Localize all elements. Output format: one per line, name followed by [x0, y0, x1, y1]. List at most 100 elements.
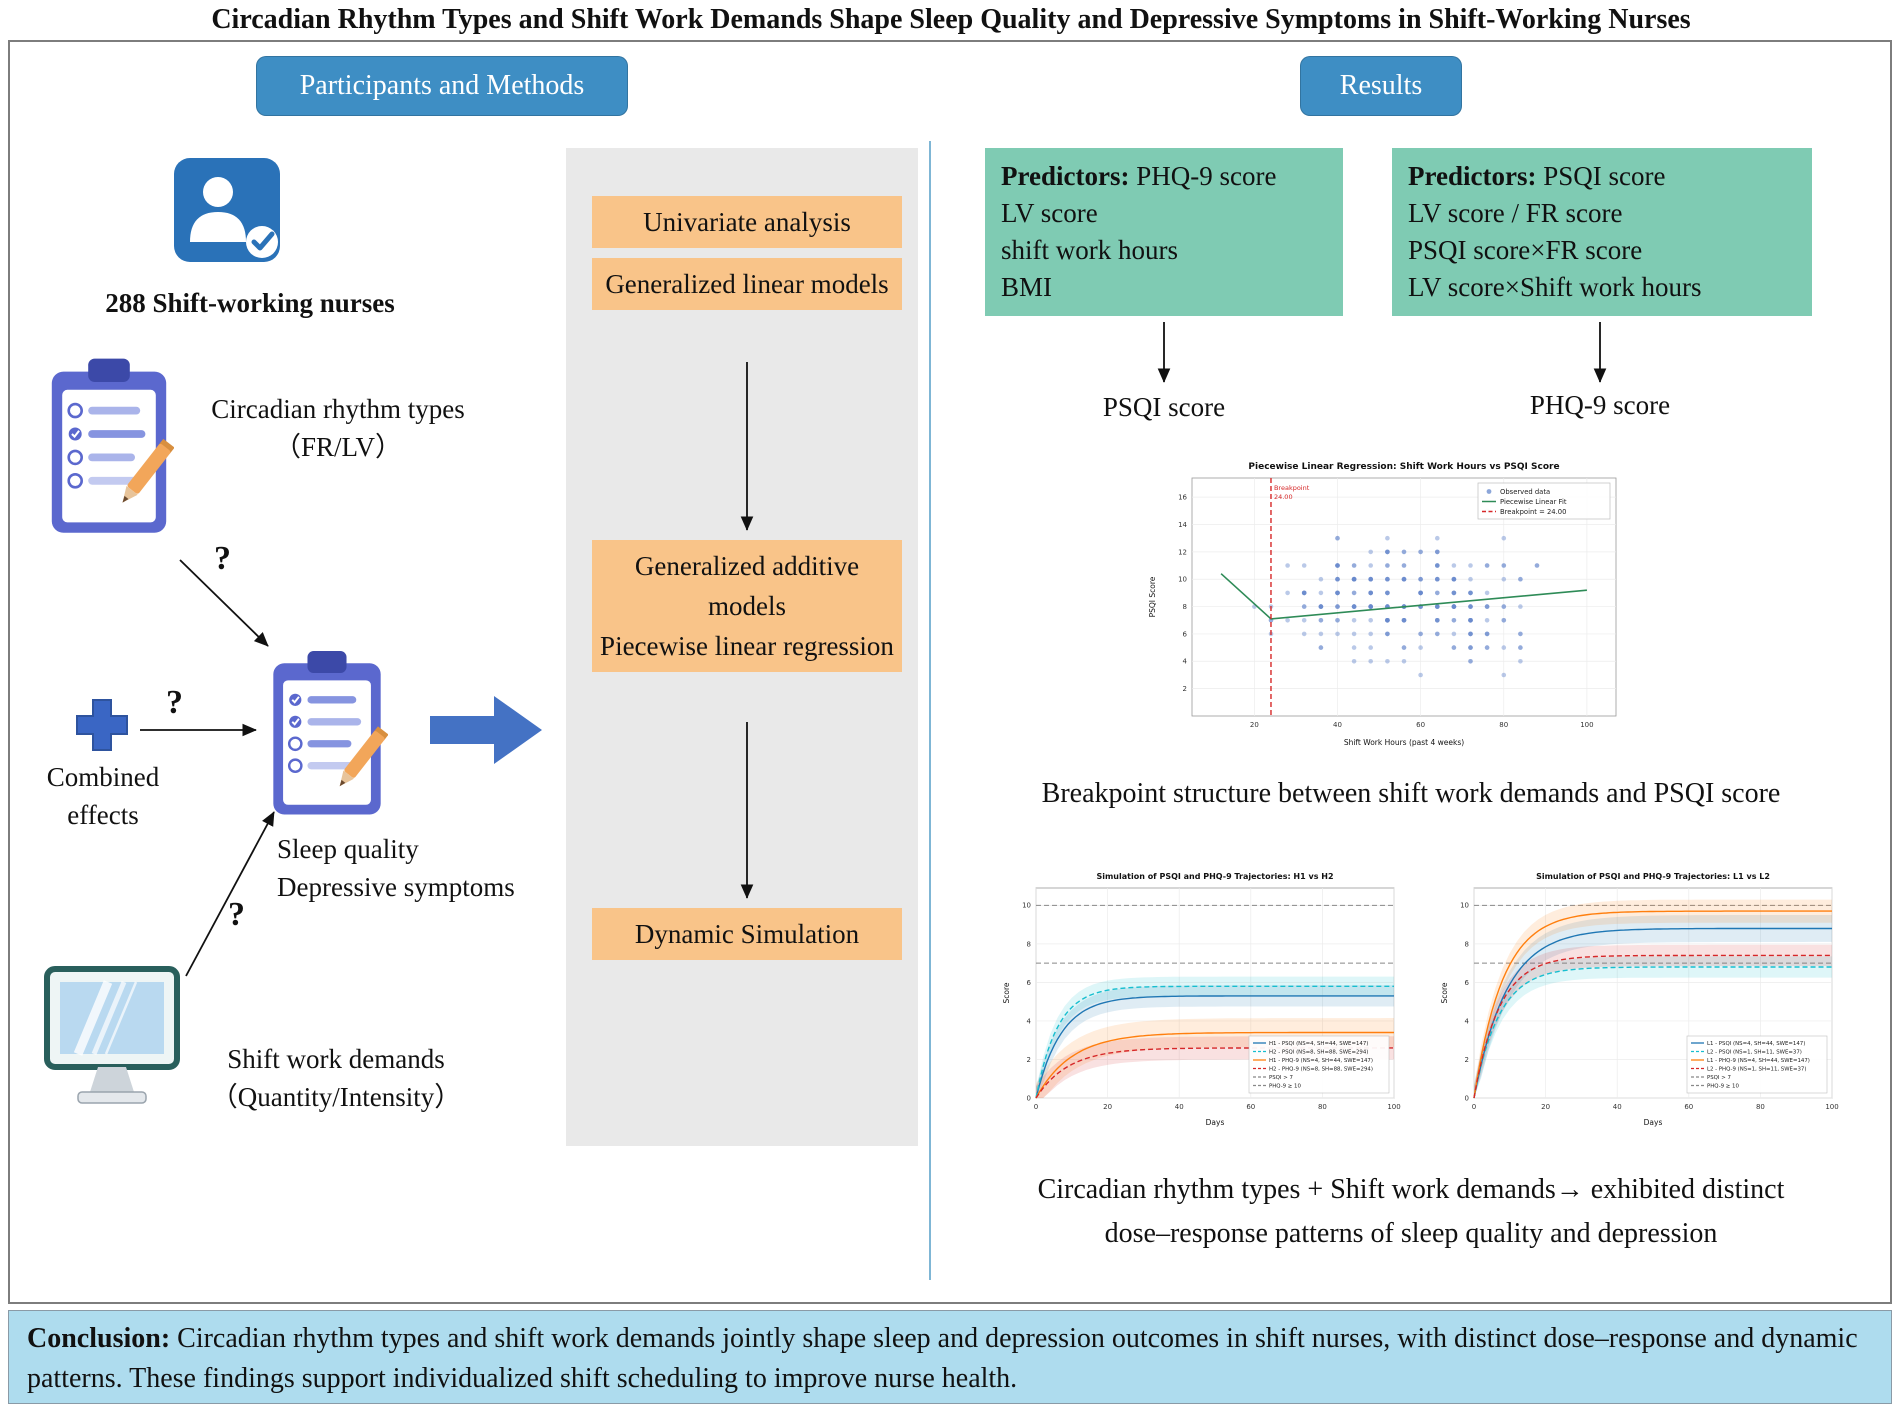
- shift-demands-line1: Shift work demands: [227, 1044, 445, 1074]
- conclusion-box: Conclusion: Circadian rhythm types and s…: [8, 1310, 1892, 1404]
- scatter-caption: Breakpoint structure between shift work …: [1041, 778, 1781, 809]
- simulation-caption-line1: Circadian rhythm types + Shift work dema…: [1037, 1174, 1785, 1205]
- predictor-right-line1: Predictors: PSQI score: [1408, 158, 1796, 195]
- predictor-left-line1: Predictors: PHQ-9 score: [1001, 158, 1327, 195]
- combined-effects-line2: effects: [67, 800, 139, 830]
- outcomes-line1: Sleep quality: [277, 834, 419, 864]
- svg-text:Simulation of PSQI and PHQ-9 T: Simulation of PSQI and PHQ-9 Trajectorie…: [1096, 872, 1333, 881]
- svg-text:L1 - PSQI (NS=4, SH=44, SWE=14: L1 - PSQI (NS=4, SH=44, SWE=147): [1707, 1041, 1805, 1047]
- svg-text:PSQI Score: PSQI Score: [1148, 576, 1157, 617]
- combined-effects-line1: Combined: [46, 762, 160, 792]
- svg-text:0: 0: [1465, 1094, 1469, 1102]
- svg-text:2: 2: [1027, 1056, 1031, 1064]
- svg-text:0: 0: [1027, 1094, 1031, 1102]
- svg-text:Score: Score: [1440, 982, 1449, 1003]
- svg-text:10: 10: [1178, 576, 1187, 584]
- svg-text:4: 4: [1465, 1017, 1470, 1025]
- svg-text:12: 12: [1178, 548, 1187, 556]
- svg-text:Days: Days: [1644, 1118, 1663, 1127]
- svg-text:L2 - PSQI (NS=1, SH=11, SWE=37: L2 - PSQI (NS=1, SH=11, SWE=37): [1707, 1050, 1802, 1056]
- svg-text:60: 60: [1684, 1103, 1693, 1111]
- predictor-left-line3: shift work hours: [1001, 235, 1178, 265]
- conclusion-bold: Conclusion:: [27, 1323, 171, 1354]
- predictor-right-rest: PSQI score: [1543, 161, 1666, 191]
- svg-text:16: 16: [1178, 494, 1187, 502]
- outcome-phq9-label: PHQ-9 score: [1529, 390, 1671, 420]
- nurses-icon: [174, 158, 280, 262]
- outcomes-label: Sleep quality Depressive symptoms: [277, 830, 617, 906]
- svg-text:Breakpoint = 24.00: Breakpoint = 24.00: [1500, 508, 1566, 516]
- svg-text:4: 4: [1027, 1017, 1032, 1025]
- shift-demands-line2: （Quantity/Intensity）: [210, 1082, 462, 1112]
- section-header-results: Results: [1300, 56, 1462, 116]
- outcome-psqi-label: PSQI score: [1102, 392, 1226, 422]
- svg-text:8: 8: [1465, 940, 1469, 948]
- circadian-questionnaire-icon: [51, 358, 174, 533]
- predictors-box-psqi-model: Predictors: PHQ-9 score LV score shift w…: [985, 148, 1343, 316]
- combined-effects-icon: [76, 699, 128, 751]
- svg-text:60: 60: [1416, 721, 1425, 729]
- outcomes-questionnaire-icon: [273, 651, 388, 815]
- svg-text:Days: Days: [1206, 1118, 1225, 1127]
- step-gam-line: Generalized additive models: [634, 551, 860, 621]
- svg-text:Simulation of PSQI and PHQ-9 T: Simulation of PSQI and PHQ-9 Trajectorie…: [1536, 872, 1770, 881]
- outcomes-line2: Depressive symptoms: [277, 872, 515, 902]
- combined-effects-label: Combined effects: [28, 758, 178, 834]
- conclusion-text: Circadian rhythm types and shift work de…: [27, 1323, 1858, 1394]
- step-generalized-linear-models: Generalized linear models: [592, 258, 902, 310]
- predictor-right-line4: LV score×Shift work hours: [1408, 272, 1702, 302]
- svg-text:6: 6: [1183, 630, 1188, 638]
- svg-text:60: 60: [1246, 1103, 1255, 1111]
- svg-text:20: 20: [1250, 721, 1259, 729]
- svg-text:PSQI > 7: PSQI > 7: [1269, 1075, 1293, 1081]
- svg-text:Score: Score: [1002, 982, 1011, 1003]
- svg-text:Piecewise Linear Fit: Piecewise Linear Fit: [1500, 498, 1567, 506]
- svg-text:H1 - PHQ-9 (NS=4, SH=44, SWE=1: H1 - PHQ-9 (NS=4, SH=44, SWE=147): [1269, 1058, 1373, 1064]
- predictor-right-line2: LV score / FR score: [1408, 198, 1623, 228]
- svg-text:Observed data: Observed data: [1500, 488, 1550, 496]
- circadian-types-label: Circadian rhythm types （FR/LV）: [180, 390, 496, 466]
- simulation-caption-line2: dose–response patterns of sleep quality …: [1104, 1218, 1718, 1249]
- svg-text:H1 - PSQI (NS=4, SH=44, SWE=14: H1 - PSQI (NS=4, SH=44, SWE=147): [1269, 1041, 1368, 1047]
- svg-text:80: 80: [1499, 721, 1508, 729]
- svg-text:8: 8: [1183, 603, 1187, 611]
- svg-text:6: 6: [1027, 979, 1032, 987]
- predictor-right-bold: Predictors:: [1408, 161, 1537, 191]
- shift-demands-label: Shift work demands （Quantity/Intensity）: [186, 1040, 486, 1116]
- step-dynamic-simulation: Dynamic Simulation: [592, 908, 902, 960]
- section-header-methods: Participants and Methods: [256, 56, 628, 116]
- predictor-right-line3: PSQI score×FR score: [1408, 235, 1643, 265]
- svg-text:80: 80: [1756, 1103, 1765, 1111]
- svg-text:24.00: 24.00: [1274, 493, 1293, 501]
- svg-text:40: 40: [1333, 721, 1342, 729]
- svg-text:L1 - PHQ-9 (NS=4, SH=44, SWE=1: L1 - PHQ-9 (NS=4, SH=44, SWE=147): [1707, 1058, 1810, 1064]
- svg-text:0: 0: [1472, 1103, 1476, 1111]
- shift-work-monitor-icon: [44, 966, 180, 1104]
- svg-text:10: 10: [1022, 902, 1031, 910]
- circadian-types-line2: （FR/LV）: [273, 432, 403, 462]
- svg-text:80: 80: [1318, 1103, 1327, 1111]
- svg-text:H2 - PHQ-9 (NS=8, SH=88, SWE=2: H2 - PHQ-9 (NS=8, SH=88, SWE=294): [1269, 1067, 1373, 1073]
- svg-text:PSQI > 7: PSQI > 7: [1707, 1075, 1731, 1081]
- svg-text:100: 100: [1825, 1103, 1838, 1111]
- svg-text:20: 20: [1541, 1103, 1550, 1111]
- nurses-count-label: 288 Shift-working nurses: [105, 288, 395, 318]
- predictor-left-rest: PHQ-9 score: [1136, 161, 1277, 191]
- predictor-left-bold: Predictors:: [1001, 161, 1130, 191]
- predictor-left-line2: LV score: [1001, 198, 1098, 228]
- question-mark-shift: ?: [228, 896, 245, 933]
- svg-text:0: 0: [1034, 1103, 1038, 1111]
- svg-text:2: 2: [1183, 685, 1187, 693]
- flow-arrow-icon: [430, 696, 542, 764]
- figure-title: Circadian Rhythm Types and Shift Work De…: [211, 4, 1691, 35]
- svg-text:10: 10: [1460, 902, 1469, 910]
- question-mark-circadian: ?: [214, 540, 231, 577]
- svg-text:H2 - PSQI (NS=8, SH=88, SWE=29: H2 - PSQI (NS=8, SH=88, SWE=294): [1269, 1050, 1368, 1056]
- svg-text:PHQ-9 ≥ 10: PHQ-9 ≥ 10: [1707, 1084, 1739, 1090]
- svg-text:Piecewise Linear Regression: S: Piecewise Linear Regression: Shift Work …: [1248, 462, 1559, 472]
- question-mark-combined: ?: [166, 684, 183, 721]
- svg-text:Breakpoint: Breakpoint: [1274, 484, 1310, 492]
- simulation-caption: Circadian rhythm types + Shift work dema…: [929, 1168, 1893, 1256]
- predictors-box-phq9-model: Predictors: PSQI score LV score / FR sco…: [1392, 148, 1812, 316]
- svg-text:Shift Work Hours (past 4 weeks: Shift Work Hours (past 4 weeks): [1344, 738, 1464, 747]
